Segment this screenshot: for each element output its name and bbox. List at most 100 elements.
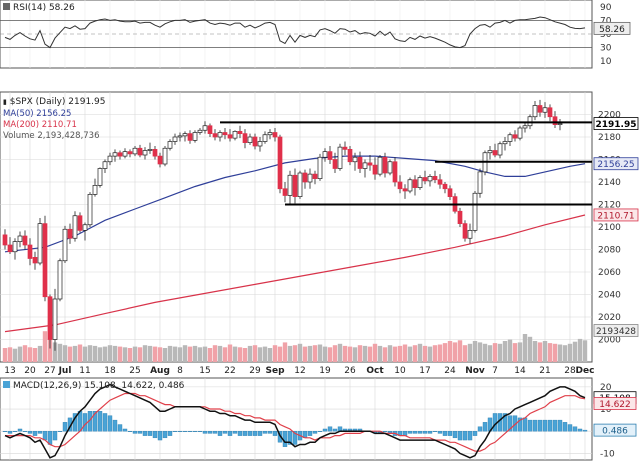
candle-body bbox=[437, 179, 443, 185]
candle-body bbox=[192, 132, 198, 141]
candle-body bbox=[87, 194, 93, 226]
macd-hist-bar bbox=[327, 426, 333, 432]
candle-body bbox=[512, 134, 518, 139]
volume-bar bbox=[497, 343, 503, 362]
candle-body bbox=[462, 223, 468, 239]
price-tag-price: 2191.95 bbox=[593, 117, 639, 130]
volume-bar bbox=[62, 345, 68, 362]
candle bbox=[12, 238, 18, 260]
candle bbox=[2, 229, 8, 250]
price-tags: 2191.95 2156.25 2110.71 2193428 bbox=[593, 117, 639, 337]
candle bbox=[37, 218, 43, 266]
macd-hist-bar bbox=[452, 430, 458, 439]
candle-body bbox=[387, 161, 393, 174]
candle-body bbox=[422, 177, 428, 182]
candle-body bbox=[412, 179, 418, 188]
volume-bar bbox=[217, 345, 223, 362]
candle bbox=[87, 192, 93, 227]
candle bbox=[467, 223, 473, 244]
candle bbox=[372, 157, 378, 180]
volume-bar bbox=[332, 345, 338, 362]
volume-bar bbox=[432, 345, 438, 362]
x-tick-label: 26 bbox=[344, 366, 356, 376]
rsi-current-tag: 58.26 bbox=[593, 21, 631, 35]
candle-body bbox=[432, 176, 438, 181]
candle bbox=[517, 125, 523, 141]
candle-body bbox=[47, 296, 53, 340]
macd-signal-line bbox=[5, 392, 586, 452]
volume-bar bbox=[487, 345, 493, 362]
rsi-axis: 90 70 50 30 10 bbox=[600, 3, 612, 67]
candle-body bbox=[197, 129, 203, 133]
candle-body bbox=[217, 132, 223, 138]
volume-bar bbox=[252, 345, 258, 362]
x-tick-label: Oct bbox=[366, 366, 384, 376]
macd-hist-bar bbox=[267, 430, 273, 434]
candle-body bbox=[492, 150, 498, 156]
candle bbox=[432, 170, 438, 184]
volume-bar bbox=[187, 346, 193, 362]
x-tick-label: 17 bbox=[419, 366, 430, 376]
candle bbox=[472, 191, 478, 233]
candle bbox=[232, 130, 238, 141]
x-tick-label: Aug bbox=[150, 366, 170, 376]
candle bbox=[362, 159, 368, 178]
x-tick-label: 8 bbox=[177, 366, 183, 376]
candle bbox=[147, 142, 153, 154]
volume-bar bbox=[27, 347, 33, 362]
candle bbox=[452, 193, 458, 214]
candle-body bbox=[97, 168, 103, 186]
volume-bar bbox=[362, 345, 368, 362]
candle bbox=[557, 119, 563, 131]
candle bbox=[272, 128, 278, 142]
rsi-label: RSI(14) 58.26 bbox=[13, 3, 75, 13]
volume-bar bbox=[427, 346, 433, 362]
macd-hist-bar bbox=[422, 430, 428, 434]
candle bbox=[227, 129, 233, 142]
volume-bar bbox=[117, 346, 123, 362]
volume-bar bbox=[577, 338, 583, 362]
macd-hist-bar bbox=[262, 430, 268, 434]
volume-bar bbox=[447, 341, 453, 362]
candle-body bbox=[142, 150, 148, 156]
candle-body bbox=[317, 156, 323, 179]
volume-bar bbox=[532, 341, 538, 362]
candle bbox=[177, 132, 183, 142]
candle-body bbox=[147, 149, 153, 151]
candle-body bbox=[427, 176, 433, 182]
candle bbox=[57, 258, 63, 302]
candle-body bbox=[7, 244, 13, 253]
candle bbox=[352, 152, 358, 171]
macd-hist-bar bbox=[12, 430, 18, 432]
volume-bar bbox=[12, 348, 18, 362]
volume-bar bbox=[267, 348, 273, 362]
volume-bar bbox=[342, 345, 348, 362]
macd-hist-bar bbox=[432, 430, 438, 432]
candle bbox=[122, 148, 128, 159]
volume-bar bbox=[272, 345, 278, 362]
candle-body bbox=[457, 210, 463, 224]
candle bbox=[72, 211, 78, 242]
volume-bars bbox=[2, 323, 588, 362]
candle bbox=[417, 175, 423, 190]
volume-bar bbox=[512, 343, 518, 362]
candle-body bbox=[2, 234, 8, 246]
candle-body bbox=[102, 161, 108, 169]
macd-tick-label: 10 bbox=[600, 405, 612, 415]
macd-hist-bar bbox=[517, 417, 523, 432]
x-tick-label: 12 bbox=[294, 366, 305, 376]
candle-body bbox=[222, 132, 228, 136]
candle-body bbox=[347, 149, 353, 163]
candle bbox=[32, 251, 38, 270]
macd-hist-bar bbox=[227, 430, 233, 436]
volume-bar bbox=[82, 346, 88, 362]
x-tick-label: 10 bbox=[394, 366, 406, 376]
volume-bar bbox=[572, 341, 578, 362]
price-tag-ma200: 2110.71 bbox=[593, 208, 639, 221]
macd-tag-label: 14.622 bbox=[599, 400, 631, 410]
candle-body bbox=[342, 146, 348, 150]
candle bbox=[217, 130, 223, 142]
macd-hist-bar bbox=[57, 430, 63, 432]
candle bbox=[337, 143, 343, 171]
